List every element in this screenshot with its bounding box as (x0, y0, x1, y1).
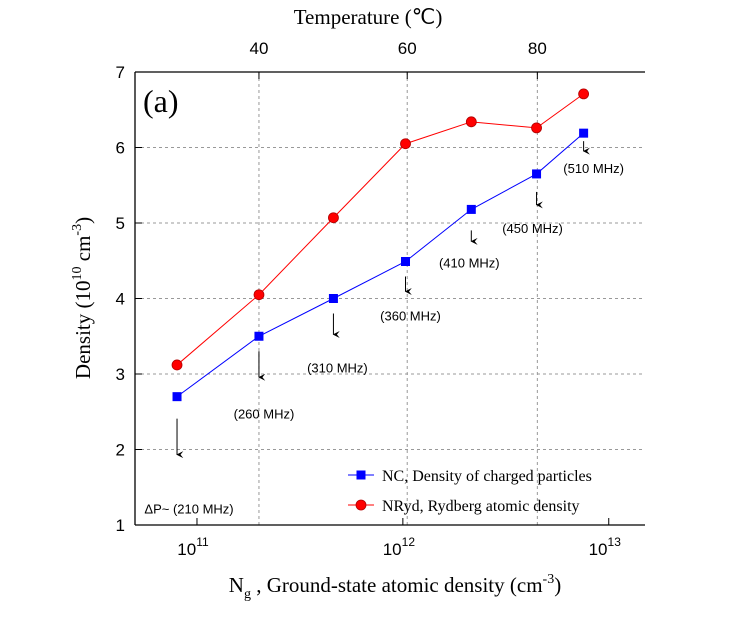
marker (171, 359, 183, 371)
x-tick-exponent: 12 (402, 535, 416, 549)
marker (253, 289, 265, 301)
x-tick-base: 10 (177, 540, 196, 559)
y-tick-label: 4 (116, 290, 125, 309)
annotation: (510 MHz) (563, 161, 624, 176)
annotation: (410 MHz) (439, 255, 500, 270)
x-tick-exponent: 13 (608, 535, 622, 549)
x-tick-label: 1011 (177, 535, 209, 559)
marker (400, 138, 411, 150)
y-label-part: Density (10 (71, 281, 95, 380)
marker (466, 204, 476, 214)
annotation: (450 MHz) (502, 221, 563, 236)
marker (465, 116, 477, 128)
y-label-part: 10 (70, 267, 85, 281)
marker (328, 212, 339, 224)
y-tick-label: 5 (116, 214, 125, 233)
x-axis-label: Ng , Ground-state atomic density (cm-3) (229, 572, 561, 602)
y-tick-label: 3 (116, 365, 125, 384)
y-label-part: -3 (70, 224, 85, 236)
x-label-part: g (244, 587, 251, 602)
annotation: (360 MHz) (380, 309, 441, 324)
y-tick-label: 1 (116, 516, 125, 535)
y-tick-label: 6 (116, 139, 125, 158)
marker (355, 499, 367, 511)
annotation: (260 MHz) (234, 406, 295, 421)
y-label-part: cm (71, 236, 95, 267)
annotation: ΔP~ (210 MHz) (144, 502, 233, 517)
x-tick-label: 1012 (383, 535, 416, 559)
x-label-part: -3 (543, 572, 555, 587)
x2-tick-label: 60 (398, 39, 417, 58)
x-label-part: N (229, 573, 244, 597)
marker (254, 331, 264, 341)
x-tick-exponent: 11 (196, 535, 209, 549)
x-label-part: , Ground-state atomic density (cm (251, 573, 543, 597)
x-tick-base: 10 (589, 540, 608, 559)
legend-label: NC, Density of charged particles (382, 468, 592, 485)
marker (172, 392, 182, 402)
x2-axis-label: Temperature (℃) (294, 5, 443, 29)
panel-label: (a) (143, 83, 179, 119)
marker (579, 128, 589, 138)
annotation: (310 MHz) (307, 361, 368, 376)
legend-label: NRyd, Rydberg atomic density (382, 498, 580, 515)
marker (401, 257, 411, 267)
y-tick-label: 2 (116, 441, 125, 460)
y-label-part: ) (71, 217, 95, 224)
marker (356, 470, 366, 480)
x-tick-label: 1013 (589, 535, 622, 559)
x2-tick-label: 40 (249, 39, 268, 58)
marker (532, 169, 542, 179)
marker (578, 88, 590, 100)
x2-tick-label: 80 (528, 39, 547, 58)
series-line (176, 132, 584, 398)
marker (328, 294, 338, 303)
y-tick-label: 7 (116, 63, 125, 82)
x-label-part: ) (554, 573, 561, 597)
marker (531, 122, 542, 134)
y-axis-label: Density (1010 cm-3) (70, 217, 95, 379)
x-tick-base: 10 (383, 540, 402, 559)
